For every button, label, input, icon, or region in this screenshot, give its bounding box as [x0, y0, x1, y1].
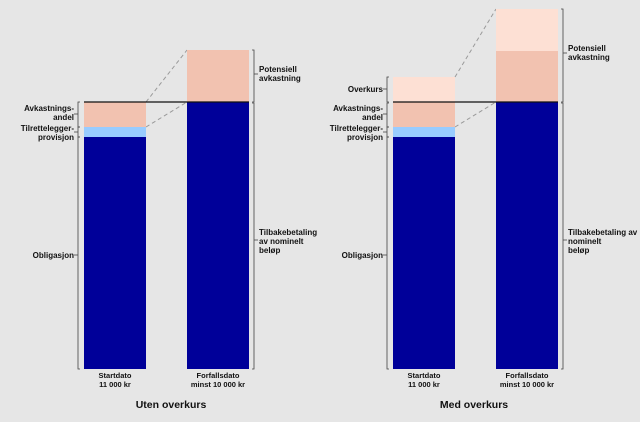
left-brace-repayment: [252, 102, 255, 370]
left-label-return-share-2: andel: [53, 113, 74, 122]
right-label-repayment-2: nominelt: [568, 237, 602, 246]
left-label-repayment-3: beløp: [259, 246, 280, 255]
left-dashed-connector-bottom: [145, 101, 188, 128]
left-panel: Avkastnings- andel Tilrettelegger- provi…: [21, 49, 317, 411]
left-caption-maturity-1: Forfallsdato: [197, 371, 240, 380]
right-caption-start-1: Startdato: [408, 371, 441, 380]
right-label-premium: Overkurs: [348, 85, 384, 94]
left-start-fee-segment: [84, 127, 146, 137]
left-label-potential-2: avkastning: [259, 74, 301, 83]
right-caption-start-2: 11 000 kr: [408, 380, 440, 389]
left-dashed-connector-top: [145, 49, 188, 103]
left-label-fee-1: Tilrettelegger-: [21, 124, 75, 133]
left-label-bond: Obligasjon: [33, 251, 74, 260]
left-label-return-share-1: Avkastnings-: [24, 104, 74, 113]
left-label-fee-2: provisjon: [38, 133, 74, 142]
left-label-repayment-1: Tilbakebetaling: [259, 228, 317, 237]
right-brace-fee: [386, 126, 389, 138]
right-label-fee-1: Tilrettelegger-: [330, 124, 384, 133]
right-label-repayment-1: Tilbakebetaling av: [568, 228, 638, 237]
right-panel-title: Med overkurs: [440, 399, 508, 411]
left-caption-start-2: 11 000 kr: [99, 380, 131, 389]
left-maturity-repayment-segment: [187, 102, 249, 369]
right-start-fee-segment: [393, 127, 455, 137]
right-start-bond-segment: [393, 137, 455, 369]
right-maturity-repayment-segment: [496, 102, 558, 369]
right-brace-bond: [386, 136, 389, 370]
right-panel: Overkurs Avkastnings- andel Tilrettelegg…: [330, 8, 638, 411]
left-start-bond-segment: [84, 137, 146, 369]
right-brace-repayment: [561, 102, 564, 370]
right-brace-return-share: [386, 102, 389, 128]
right-brace-potential: [561, 8, 564, 103]
right-label-bond: Obligasjon: [342, 251, 383, 260]
left-maturity-potential-segment: [187, 50, 249, 102]
left-caption-maturity-2: minst 10 000 kr: [191, 380, 245, 389]
right-caption-maturity-2: minst 10 000 kr: [500, 380, 554, 389]
right-label-repayment-3: beløp: [568, 246, 589, 255]
left-brace-return-share: [77, 101, 80, 128]
right-brace-premium: [386, 76, 389, 103]
left-panel-title: Uten overkurs: [136, 399, 207, 411]
left-brace-potential: [252, 49, 255, 103]
right-label-potential-1: Potensiell: [568, 44, 606, 53]
right-dashed-connector-bottom: [454, 101, 497, 128]
left-label-potential-1: Potensiell: [259, 65, 297, 74]
left-start-return-share-segment: [84, 102, 146, 127]
right-maturity-potential-lower-segment: [496, 51, 558, 102]
left-label-repayment-2: av nominelt: [259, 237, 304, 246]
right-maturity-potential-upper-segment: [496, 9, 558, 51]
left-brace-fee: [77, 126, 80, 138]
left-caption-start-1: Startdato: [99, 371, 132, 380]
right-label-return-share-1: Avkastnings-: [333, 104, 383, 113]
right-caption-maturity-1: Forfallsdato: [506, 371, 549, 380]
right-start-return-share-segment: [393, 102, 455, 127]
right-dashed-connector-top: [454, 8, 497, 78]
right-start-premium-segment: [393, 77, 455, 102]
right-label-potential-2: avkastning: [568, 53, 610, 62]
right-label-fee-2: provisjon: [347, 133, 383, 142]
left-brace-bond: [77, 136, 80, 370]
right-label-return-share-2: andel: [362, 113, 383, 122]
